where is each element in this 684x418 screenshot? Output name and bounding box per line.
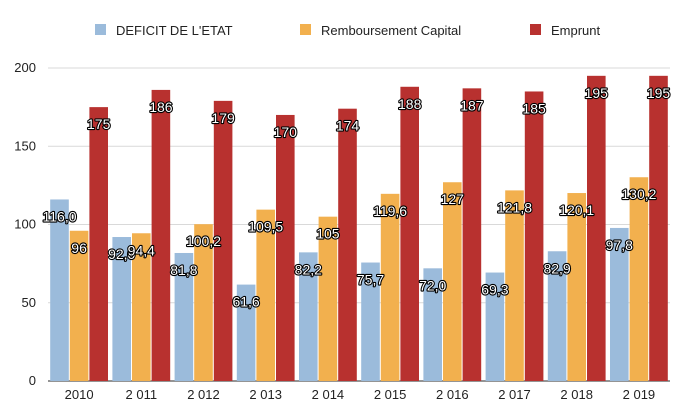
legend-swatch (95, 24, 106, 35)
data-label: 61,6 (232, 294, 259, 310)
bar-series-0-0 (50, 199, 69, 381)
data-label: 120,1 (559, 202, 594, 218)
data-label: 195 (585, 85, 609, 101)
data-label: 187 (460, 97, 484, 113)
data-label: 94,4 (128, 242, 155, 258)
bar-series-2-9 (649, 75, 668, 381)
x-tick-label: 2 011 (126, 387, 158, 402)
data-label: 96 (71, 240, 87, 256)
data-label: 97,8 (606, 237, 633, 253)
bar-series-1-2 (194, 224, 213, 381)
bar-series-1-7 (505, 190, 524, 381)
bar-series-1-8 (567, 193, 586, 381)
x-tick-label: 2 016 (436, 387, 469, 402)
data-label: 179 (211, 110, 235, 126)
bar-series-2-7 (524, 91, 544, 381)
bar-series-0-3 (236, 284, 256, 381)
data-label: 109,5 (248, 219, 283, 235)
x-tick-label: 2 017 (498, 387, 531, 402)
legend-label: Remboursement Capital (321, 23, 461, 38)
data-label: 81,8 (170, 262, 197, 278)
bar-series-2-1 (151, 89, 171, 381)
x-tick-label: 2 014 (312, 387, 345, 402)
bar-series-0-1 (112, 237, 131, 381)
data-label: 119,6 (373, 203, 407, 219)
data-label: 130,2 (621, 186, 656, 202)
data-labels: 116,0 96 175 92,094,4 186 81,8 100,2 179 61,6 109… (41, 84, 671, 311)
x-axis: 2010 2 011 2 012 2 013 2 014 2 015 2 016 2 017 2… (65, 387, 656, 402)
bar-series-2-4 (338, 108, 357, 381)
bar-series-1-6 (443, 182, 462, 381)
data-label: 195 (647, 85, 671, 101)
bar-series-2-6 (462, 88, 482, 381)
bar-series-2-8 (587, 75, 606, 381)
data-label: 127 (441, 191, 465, 207)
data-label: 75,7 (357, 272, 384, 288)
data-label: 69,3 (481, 282, 508, 298)
bar-series-2-2 (213, 100, 233, 382)
data-label: 105 (316, 226, 340, 242)
y-tick-label: 50 (22, 295, 36, 310)
bar-series-1-1 (132, 233, 151, 381)
legend: DEFICIT DE L'ETAT Remboursement Capital Em… (95, 23, 601, 38)
y-tick-label: 0 (29, 373, 36, 388)
x-tick-label: 2 013 (249, 387, 282, 402)
data-label: 82,9 (543, 260, 570, 276)
bar-series-0-9 (610, 227, 629, 381)
y-tick-label: 200 (14, 60, 36, 75)
bar-series-1-9 (629, 177, 649, 381)
bar-series-0-6 (423, 268, 442, 381)
legend-swatch (530, 24, 541, 35)
bar-series-1-3 (256, 209, 275, 381)
bar-series-2-3 (276, 114, 295, 381)
bar-series-2-0 (89, 107, 108, 381)
y-axis: 0 50 100 150 200 (14, 60, 36, 388)
legend-label: DEFICIT DE L'ETAT (116, 23, 233, 38)
data-label: 92,0 (108, 246, 135, 262)
bar-series-1-0 (69, 230, 89, 381)
data-label: 188 (398, 96, 422, 112)
bar-series-0-2 (174, 252, 194, 381)
legend-swatch (300, 24, 311, 35)
data-label: 100,2 (186, 233, 221, 249)
data-label: 82,2 (295, 261, 322, 277)
x-tick-label: 2 019 (623, 387, 656, 402)
data-label: 174 (336, 118, 360, 134)
data-label: 186 (149, 99, 173, 115)
data-label: 121,8 (497, 199, 532, 215)
bar-series-0-5 (361, 262, 380, 381)
data-label: 170 (274, 124, 298, 140)
x-tick-label: 2 012 (187, 387, 220, 402)
bar-series-0-8 (547, 251, 567, 381)
data-label: 185 (522, 100, 546, 116)
data-label: 116,0 (43, 208, 77, 224)
data-label: 175 (87, 116, 111, 132)
bar-series-1-5 (380, 193, 400, 381)
x-tick-label: 2010 (65, 387, 94, 402)
bar-series-0-7 (485, 272, 505, 381)
bar-series-0-4 (299, 252, 318, 381)
bars (50, 75, 668, 382)
bar-series-2-5 (400, 86, 419, 381)
y-tick-label: 150 (14, 138, 36, 153)
bar-series-1-4 (318, 216, 338, 381)
legend-label: Emprunt (551, 23, 601, 38)
data-label: 72,0 (419, 277, 446, 293)
x-tick-label: 2 015 (374, 387, 407, 402)
x-tick-label: 2 018 (560, 387, 593, 402)
y-tick-label: 100 (14, 217, 36, 232)
